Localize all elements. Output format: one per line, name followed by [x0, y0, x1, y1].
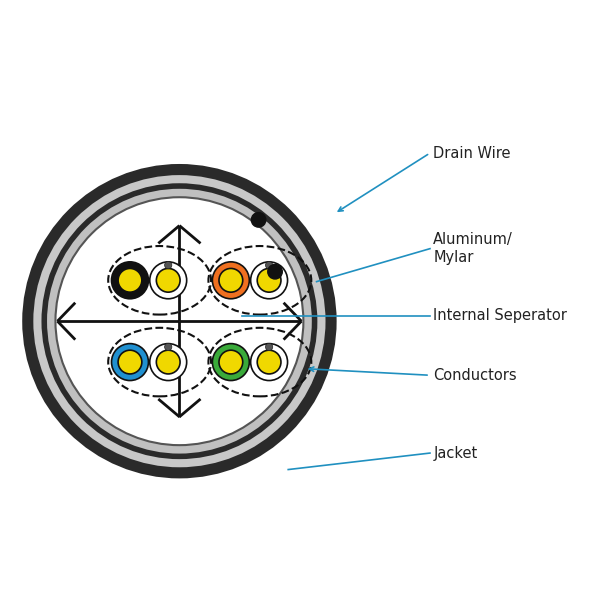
Text: Internal Seperator: Internal Seperator	[433, 309, 567, 323]
Circle shape	[219, 269, 243, 292]
Circle shape	[150, 262, 187, 299]
Circle shape	[28, 169, 331, 473]
Text: Drain Wire: Drain Wire	[433, 145, 511, 161]
Circle shape	[164, 262, 172, 269]
Circle shape	[150, 344, 187, 381]
Circle shape	[111, 344, 148, 381]
Circle shape	[265, 343, 273, 351]
Circle shape	[164, 343, 172, 351]
Circle shape	[219, 351, 243, 374]
Text: Aluminum/
Mylar: Aluminum/ Mylar	[433, 232, 513, 265]
Circle shape	[118, 269, 142, 292]
Circle shape	[213, 344, 249, 381]
Circle shape	[265, 262, 273, 269]
Circle shape	[213, 262, 249, 299]
Circle shape	[268, 264, 282, 279]
Circle shape	[44, 186, 315, 456]
Circle shape	[118, 351, 142, 374]
Circle shape	[251, 344, 288, 381]
Circle shape	[156, 351, 180, 374]
Text: Jacket: Jacket	[433, 445, 477, 461]
Circle shape	[111, 262, 148, 299]
Text: Conductors: Conductors	[433, 368, 517, 383]
Circle shape	[257, 269, 281, 292]
Circle shape	[251, 213, 266, 227]
Circle shape	[251, 262, 288, 299]
Circle shape	[257, 351, 281, 374]
Circle shape	[55, 197, 304, 445]
Circle shape	[156, 269, 180, 292]
